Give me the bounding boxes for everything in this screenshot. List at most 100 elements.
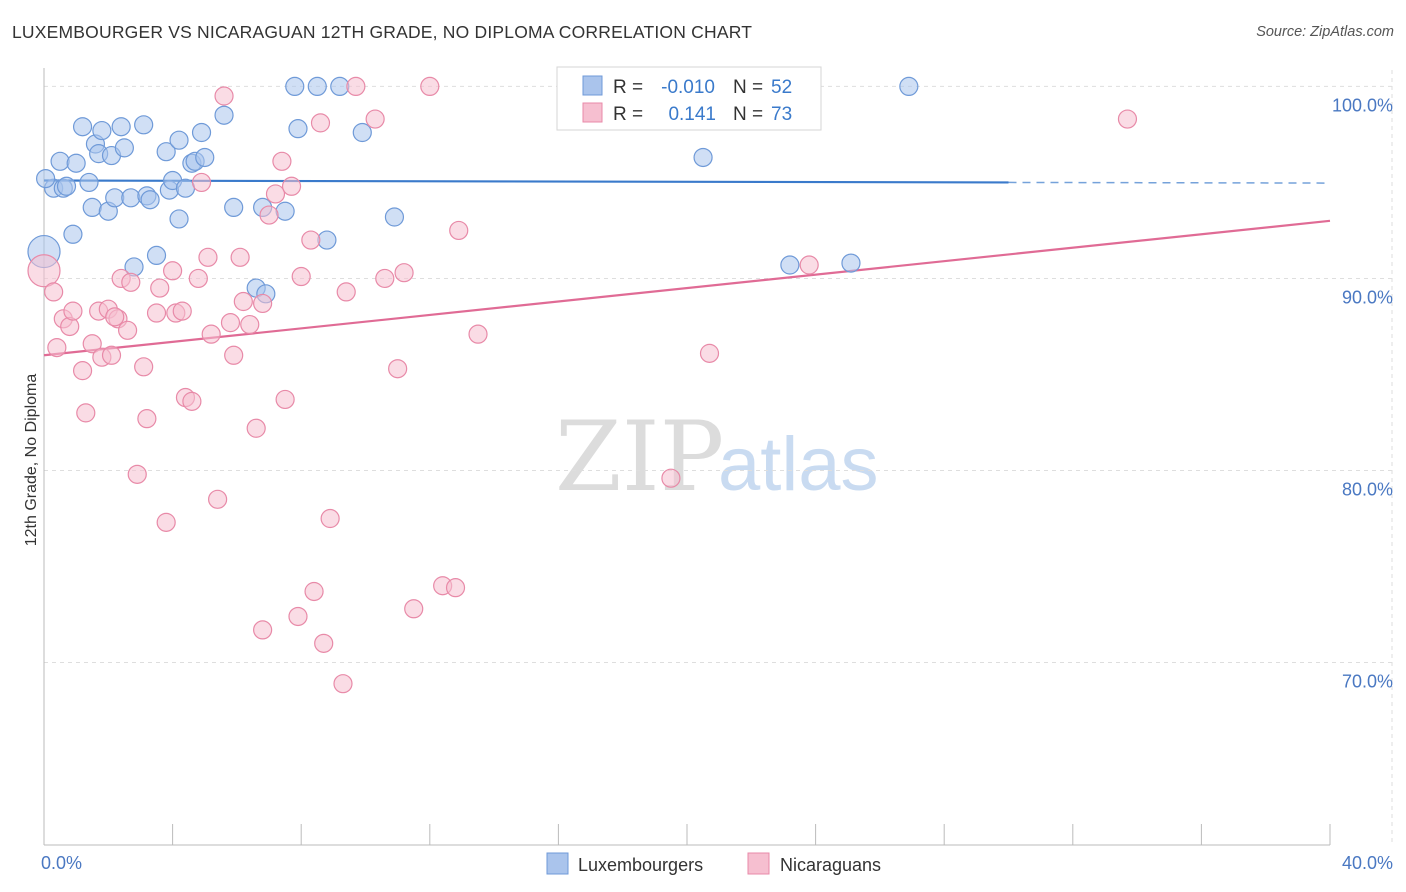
gridlines (44, 70, 1393, 845)
luxembourger-point-46 (384, 207, 405, 227)
luxembourger-point-9 (82, 197, 102, 217)
luxembourger-point-23 (146, 245, 167, 266)
luxembourger-point-8 (79, 172, 99, 193)
nicaraguan-point-37 (233, 291, 253, 312)
x-tick-label-max: 40.0% (1342, 853, 1393, 873)
legend-luxembourgers-label: Luxembourgers (578, 855, 703, 875)
nicaraguan-point-43 (272, 151, 292, 171)
nicaraguan-point-15 (117, 320, 138, 340)
x-tick-label-min: 0.0% (41, 853, 82, 873)
luxembourger-point-41 (288, 119, 308, 139)
series-legend: Luxembourgers Nicaraguans (546, 852, 881, 875)
nicaraguan-point-52 (320, 508, 340, 529)
nicaraguan-point-71 (253, 620, 273, 640)
nicaraguan-point-59 (394, 263, 414, 283)
legend-n-label-2: N = (733, 104, 763, 125)
nicaraguan-point-22 (156, 512, 176, 532)
y-tick-label-90: 90.0% (1342, 287, 1393, 307)
y-tick-label-70: 70.0% (1342, 672, 1393, 692)
nicaraguan-point-0 (27, 254, 61, 288)
nicaraguan-point-33 (214, 86, 234, 106)
nicaraguan-point-25 (172, 301, 192, 321)
legend-nicaraguans-label: Nicaraguans (780, 855, 881, 875)
nicaraguan-point-65 (468, 324, 488, 344)
nicaraguan-trend-line (43, 219, 1331, 357)
nicaraguan-point-72 (105, 307, 125, 327)
legend-luxembourgers-swatch (546, 852, 569, 875)
luxembourger-point-5 (63, 224, 83, 244)
legend-r-label-2: R = (613, 104, 643, 125)
legend-r-label-1: R = (613, 77, 643, 98)
nicaraguan-point-51 (314, 633, 334, 653)
luxembourger-point-7 (72, 117, 93, 137)
luxembourger-point-33 (195, 147, 215, 168)
nicaraguan-point-2 (47, 337, 67, 358)
nicaraguan-point-50 (310, 113, 331, 133)
luxembourger-point-40 (285, 76, 305, 97)
legend-n-value-2: 73 (771, 104, 792, 125)
luxembourger-point-39 (275, 201, 295, 221)
nicaraguan-point-45 (281, 176, 302, 196)
legend-nicaraguans-swatch (747, 852, 770, 875)
luxembourger-point-48 (780, 255, 800, 275)
nicaraguan-point-53 (333, 674, 353, 694)
source-label: Source: ZipAtlas.com (1256, 24, 1394, 40)
nicaraguan-point-5 (63, 301, 83, 321)
nicaraguan-point-61 (420, 76, 440, 97)
stats-legend: R = -0.010 N = 52 R = 0.141 N = 73 (556, 66, 822, 131)
nicaraguan-point-44 (275, 389, 295, 410)
luxembourger-point-45 (352, 122, 372, 143)
nicaraguan-point-30 (198, 247, 218, 267)
luxembourger-point-20 (134, 115, 154, 135)
nicaraguan-point-17 (127, 464, 147, 484)
watermark-zip: ZIP (555, 401, 724, 513)
nicaraguan-point-28 (188, 268, 208, 289)
nicaraguan-point-7 (76, 403, 96, 423)
luxembourger-point-18 (121, 188, 141, 208)
nicaraguan-point-19 (137, 409, 157, 429)
nicaraguan-point-55 (346, 76, 366, 97)
luxembourger-point-50 (899, 76, 919, 97)
nicaraguan-point-36 (230, 247, 250, 267)
nicaraguan-point-70 (1117, 109, 1138, 129)
legend-r-value-2: 0.141 (668, 104, 716, 125)
luxembourger-point-44 (330, 76, 350, 97)
luxembourger-point-28 (169, 209, 189, 229)
nicaraguan-point-69 (799, 255, 819, 275)
nicaraguan-point-32 (208, 489, 228, 509)
nicaraguan-point-56 (365, 109, 385, 129)
luxembourger-point-6 (66, 153, 86, 173)
luxembourger-point-15 (105, 188, 125, 208)
luxembourger-point-42 (307, 76, 327, 97)
nicaraguan-point-47 (291, 266, 311, 287)
nicaraguan-point-1 (44, 282, 64, 302)
nicaraguan-point-42 (265, 184, 286, 204)
nicaraguan-point-21 (150, 278, 170, 298)
luxembourger-point-22 (140, 190, 160, 210)
nicaraguan-point-31 (201, 324, 221, 344)
luxembourger-point-43 (317, 230, 337, 250)
y-axis-title: 12th Grade, No Diploma (23, 374, 40, 547)
nicaraguan-point-6 (72, 361, 93, 381)
nicaraguan-point-20 (146, 303, 167, 323)
x-tick-labels: 0.0% 40.0% (41, 853, 1393, 873)
nicaraguan-point-54 (336, 282, 356, 302)
legend-n-label-1: N = (733, 77, 763, 98)
nicaraguan-point-66 (661, 468, 681, 488)
luxembourger-point-47 (693, 147, 713, 168)
luxembourger-point-4 (56, 176, 77, 196)
nicaraguan-point-58 (388, 359, 408, 379)
nicaraguan-point-64 (449, 220, 469, 241)
nicaraguan-point-46 (288, 606, 308, 627)
nicaraguan-point-12 (101, 345, 122, 365)
legend-n-value-1: 52 (771, 77, 792, 98)
nicaraguan-point-39 (246, 418, 266, 438)
luxembourger-point-29 (175, 178, 196, 198)
nicaraguan-point-49 (304, 581, 324, 602)
nicaraguan-point-16 (121, 272, 141, 292)
nicaraguan-point-38 (240, 314, 260, 335)
nicaraguan-point-18 (134, 357, 154, 377)
nicaraguan-point-29 (191, 172, 212, 193)
luxembourger-point-12 (92, 120, 112, 141)
